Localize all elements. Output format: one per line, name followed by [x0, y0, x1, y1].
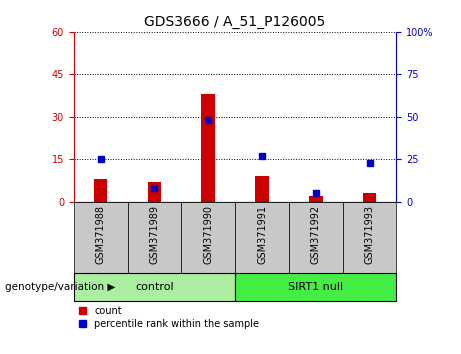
- Bar: [74, 273, 235, 301]
- Bar: [148, 182, 161, 202]
- Text: GSM371989: GSM371989: [149, 205, 160, 264]
- Bar: [201, 94, 215, 202]
- Bar: [255, 176, 269, 202]
- Title: GDS3666 / A_51_P126005: GDS3666 / A_51_P126005: [144, 16, 326, 29]
- Bar: [289, 202, 343, 273]
- Text: GSM371993: GSM371993: [365, 205, 375, 264]
- Bar: [94, 179, 107, 202]
- Legend: count, percentile rank within the sample: count, percentile rank within the sample: [79, 306, 259, 329]
- Text: GSM371992: GSM371992: [311, 205, 321, 264]
- Bar: [128, 202, 181, 273]
- Bar: [235, 202, 289, 273]
- Bar: [363, 193, 376, 202]
- Text: GSM371991: GSM371991: [257, 205, 267, 264]
- Bar: [181, 202, 235, 273]
- Text: genotype/variation ▶: genotype/variation ▶: [5, 282, 115, 292]
- Bar: [343, 202, 396, 273]
- Text: control: control: [135, 282, 174, 292]
- Text: SIRT1 null: SIRT1 null: [288, 282, 343, 292]
- Bar: [74, 202, 128, 273]
- Text: GSM371990: GSM371990: [203, 205, 213, 264]
- Bar: [235, 273, 396, 301]
- Bar: [309, 196, 323, 202]
- Text: GSM371988: GSM371988: [95, 205, 106, 264]
